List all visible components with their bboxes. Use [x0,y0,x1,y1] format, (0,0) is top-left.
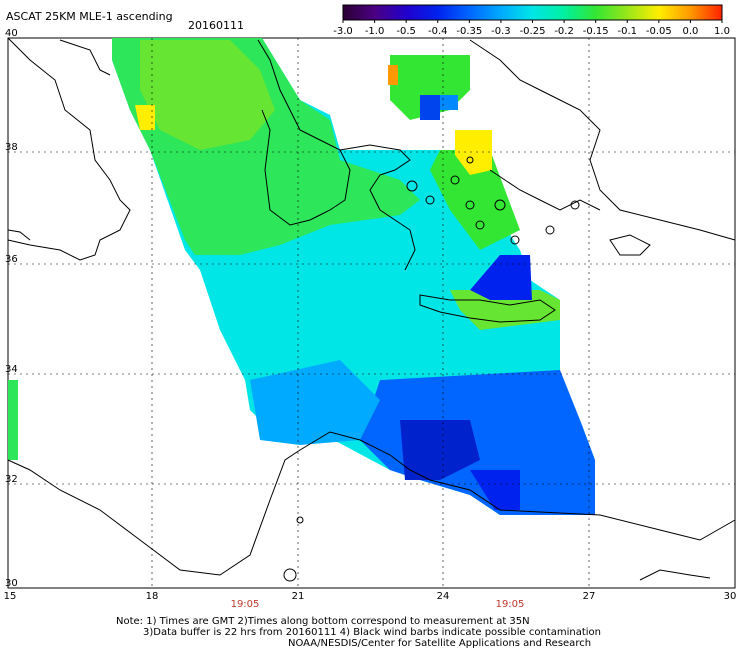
lon-label: 21 [291,591,305,602]
colorbar-gradient [342,4,723,21]
colorbar-tick-label: 0.0 [682,26,699,37]
colorbar-tick-label: -0.5 [396,26,416,37]
colorbar-tick-label: -0.05 [645,26,672,37]
colorbar-tick-label: -0.2 [554,26,574,37]
page-date: 20160111 [188,19,244,32]
colorbar-tick-label: -0.4 [427,26,448,37]
data-swath [8,38,595,515]
colorbar-tick-label: -0.25 [519,26,546,37]
time-label: 19:05 [495,599,525,610]
lat-label: 38 [5,142,18,153]
map-frame [7,37,736,589]
lat-label: 34 [5,364,18,375]
lon-label: 18 [145,591,159,602]
colorbar-tick-label: -0.3 [491,26,511,37]
note-line-1: Note: 1) Times are GMT 2)Times along bot… [116,616,530,627]
lon-label: 30 [723,591,737,602]
lat-label: 32 [5,474,18,485]
colorbar-tick-label: -0.35 [456,26,483,37]
time-label: 19:05 [230,599,260,610]
lon-label: 24 [436,591,450,602]
colorbar [342,4,723,23]
lat-label: 30 [5,578,18,589]
colorbar-tick-label: 1.0 [714,26,730,37]
note-line-2: 3)Data buffer is 22 hrs from 20160111 4)… [143,627,601,638]
colorbar-tick-label: -3.0 [333,26,353,37]
islands [283,156,580,582]
lon-label: 15 [3,591,17,602]
colorbar-tick-label: -1.0 [364,26,385,37]
lon-label: 27 [582,591,596,602]
graticule [8,38,735,588]
coastlines [7,37,736,581]
colorbar-tick-label: -0.15 [582,26,609,37]
page-title: ASCAT 25KM MLE-1 ascending [6,10,173,23]
lat-label: 40 [5,28,18,39]
colorbar-tick-label: -0.1 [617,26,638,37]
note-line-3: NOAA/NESDIS/Center for Satellite Applica… [288,638,592,649]
lat-label: 36 [5,254,18,265]
